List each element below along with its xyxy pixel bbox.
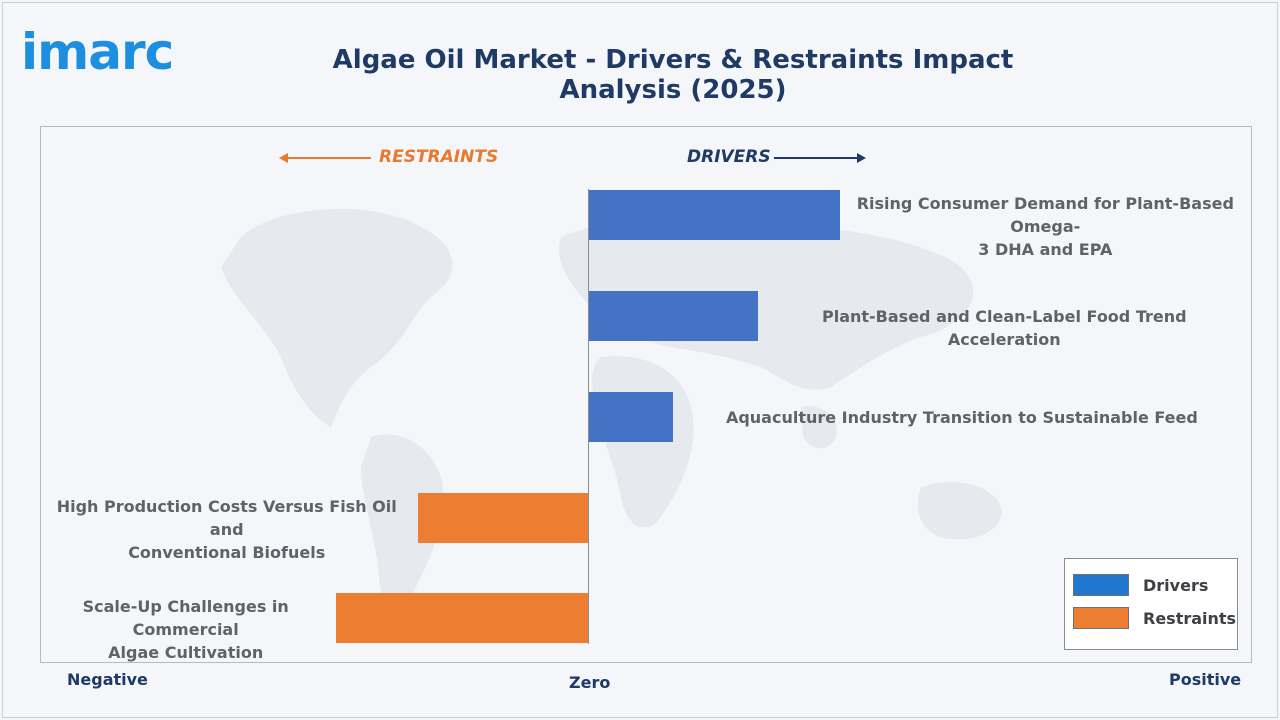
bar-label-4: Scale-Up Challenges in Commercial Algae C… — [45, 595, 326, 662]
bar-label-line: Rising Consumer Demand for Plant-Based O… — [856, 194, 1234, 236]
legend-swatch-restraints — [1073, 607, 1129, 629]
bar-label-line: Plant-Based and Clean-Label Food Trend A… — [821, 306, 1187, 349]
bar-label-line: Scale-Up Challenges in Commercial — [82, 597, 289, 639]
bar-driver-0 — [588, 190, 840, 240]
axis-label-positive: Positive — [1169, 670, 1242, 689]
bar-label-3: High Production Costs Versus Fish Oil an… — [45, 495, 408, 564]
bar-driver-2 — [588, 392, 673, 442]
bar-label-line: Aquaculture Industry Transition to Susta… — [725, 407, 1198, 427]
zero-line — [588, 189, 589, 644]
legend: Drivers Restraints — [1064, 558, 1238, 650]
restraints-arrow-icon — [279, 153, 371, 163]
bar-label-0: Rising Consumer Demand for Plant-Based O… — [850, 192, 1241, 261]
bar-label-2: Aquaculture Industry Transition to Susta… — [683, 406, 1241, 429]
chart-title: Algae Oil Market - Drivers & Restraints … — [332, 45, 1014, 105]
bar-driver-1 — [588, 291, 758, 341]
legend-label-restraints: Restraints — [1143, 608, 1237, 628]
drivers-direction-label: DRIVERS — [687, 147, 771, 167]
axis-label-zero: Zero — [569, 673, 611, 692]
restraints-direction-label: RESTRAINTS — [379, 147, 499, 167]
axis-label-negative: Negative — [67, 670, 148, 689]
imarc-logo: imarc — [21, 23, 174, 81]
legend-item-drivers: Drivers — [1073, 573, 1208, 597]
bar-label-line: 3 DHA and EPA — [978, 240, 1113, 259]
plot-area: RESTRAINTS DRIVERS Rising Consumer Deman… — [40, 126, 1252, 663]
legend-item-restraints: Restraints — [1073, 606, 1236, 630]
drivers-arrow-icon — [774, 153, 866, 163]
bar-label-1: Plant-Based and Clean-Label Food Trend A… — [768, 305, 1241, 351]
bar-label-line: High Production Costs Versus Fish Oil an… — [56, 497, 397, 539]
legend-label-drivers: Drivers — [1143, 575, 1209, 595]
legend-swatch-drivers — [1073, 574, 1129, 596]
bar-label-line: Algae Cultivation — [108, 643, 264, 662]
bar-restraint-3 — [418, 493, 588, 543]
bar-label-line: Conventional Biofuels — [128, 543, 326, 562]
bar-restraint-4 — [336, 593, 588, 643]
